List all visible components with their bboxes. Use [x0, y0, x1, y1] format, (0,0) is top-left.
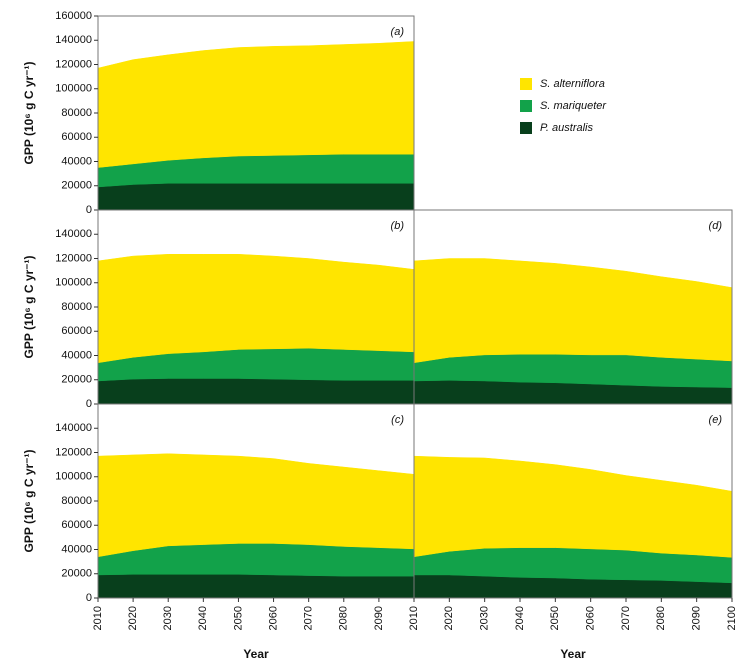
x-tick-label: 2020 [127, 606, 139, 630]
legend-label: S. mariqueter [540, 100, 607, 112]
area [97, 378, 415, 405]
y-tick-label: 60000 [61, 519, 92, 531]
area [97, 453, 415, 558]
y-tick-label: 0 [86, 204, 92, 216]
area [97, 183, 415, 211]
x-tick-label: 2010 [92, 606, 104, 630]
y-tick-label: 20000 [61, 180, 92, 192]
legend-swatch [520, 100, 532, 112]
y-tick-label: 160000 [55, 10, 92, 22]
y-tick-label: 80000 [61, 301, 92, 313]
y-tick-label: 100000 [55, 471, 92, 483]
panel-frame [413, 403, 733, 599]
y-tick-label: 60000 [61, 325, 92, 337]
y-tick-label: 120000 [55, 58, 92, 70]
panel-label: (c) [391, 414, 404, 426]
x-tick-label: 2030 [162, 606, 174, 630]
panel-label: (a) [391, 26, 405, 38]
x-tick-label: 2050 [549, 606, 561, 630]
panel-label: (d) [709, 220, 723, 232]
x-axis-label: Year [560, 647, 586, 661]
y-tick-label: 0 [86, 592, 92, 604]
x-tick-label: 2040 [514, 606, 526, 630]
x-tick-label: 2060 [585, 606, 597, 630]
y-tick-label: 80000 [61, 107, 92, 119]
x-tick-label: 2090 [691, 606, 703, 630]
x-tick-label: 2040 [197, 606, 209, 630]
panel-label: (b) [391, 220, 405, 232]
x-tick-label: 2050 [232, 606, 244, 630]
legend-swatch [520, 78, 532, 90]
y-tick-label: 140000 [55, 228, 92, 240]
area [97, 254, 415, 364]
x-tick-label: 2070 [620, 606, 632, 630]
x-tick-label: 2020 [443, 606, 455, 630]
y-tick-label: 20000 [61, 374, 92, 386]
y-tick-label: 40000 [61, 543, 92, 555]
legend-label: S. alterniflora [540, 78, 605, 90]
area [413, 258, 733, 364]
y-tick-label: 100000 [55, 277, 92, 289]
area [413, 455, 733, 558]
y-tick-label: 120000 [55, 252, 92, 264]
x-tick-label: 2070 [303, 606, 315, 630]
legend-swatch [520, 122, 532, 134]
x-tick-label: 2080 [655, 606, 667, 630]
area [97, 574, 415, 599]
x-tick-label: 2010 [408, 606, 420, 630]
y-tick-label: 0 [86, 398, 92, 410]
y-tick-label: 80000 [61, 495, 92, 507]
y-axis-label: GPP (10⁶ g C yr⁻¹) [22, 62, 36, 165]
x-tick-label: 2080 [338, 606, 350, 630]
x-tick-label: 2030 [479, 606, 491, 630]
area [97, 41, 415, 168]
x-tick-label: 2090 [373, 606, 385, 630]
y-tick-label: 40000 [61, 155, 92, 167]
legend-label: P. australis [540, 122, 593, 134]
y-tick-label: 140000 [55, 422, 92, 434]
x-tick-label: 2060 [267, 606, 279, 630]
y-axis-label: GPP (10⁶ g C yr⁻¹) [22, 256, 36, 359]
y-tick-label: 60000 [61, 131, 92, 143]
y-tick-label: 20000 [61, 568, 92, 580]
y-axis-label: GPP (10⁶ g C yr⁻¹) [22, 450, 36, 553]
y-tick-label: 120000 [55, 446, 92, 458]
x-axis-label: Year [243, 647, 269, 661]
y-tick-label: 40000 [61, 349, 92, 361]
panel-label: (e) [709, 414, 723, 426]
x-tick-label: 2100 [726, 606, 738, 630]
y-tick-label: 140000 [55, 34, 92, 46]
y-tick-label: 100000 [55, 83, 92, 95]
